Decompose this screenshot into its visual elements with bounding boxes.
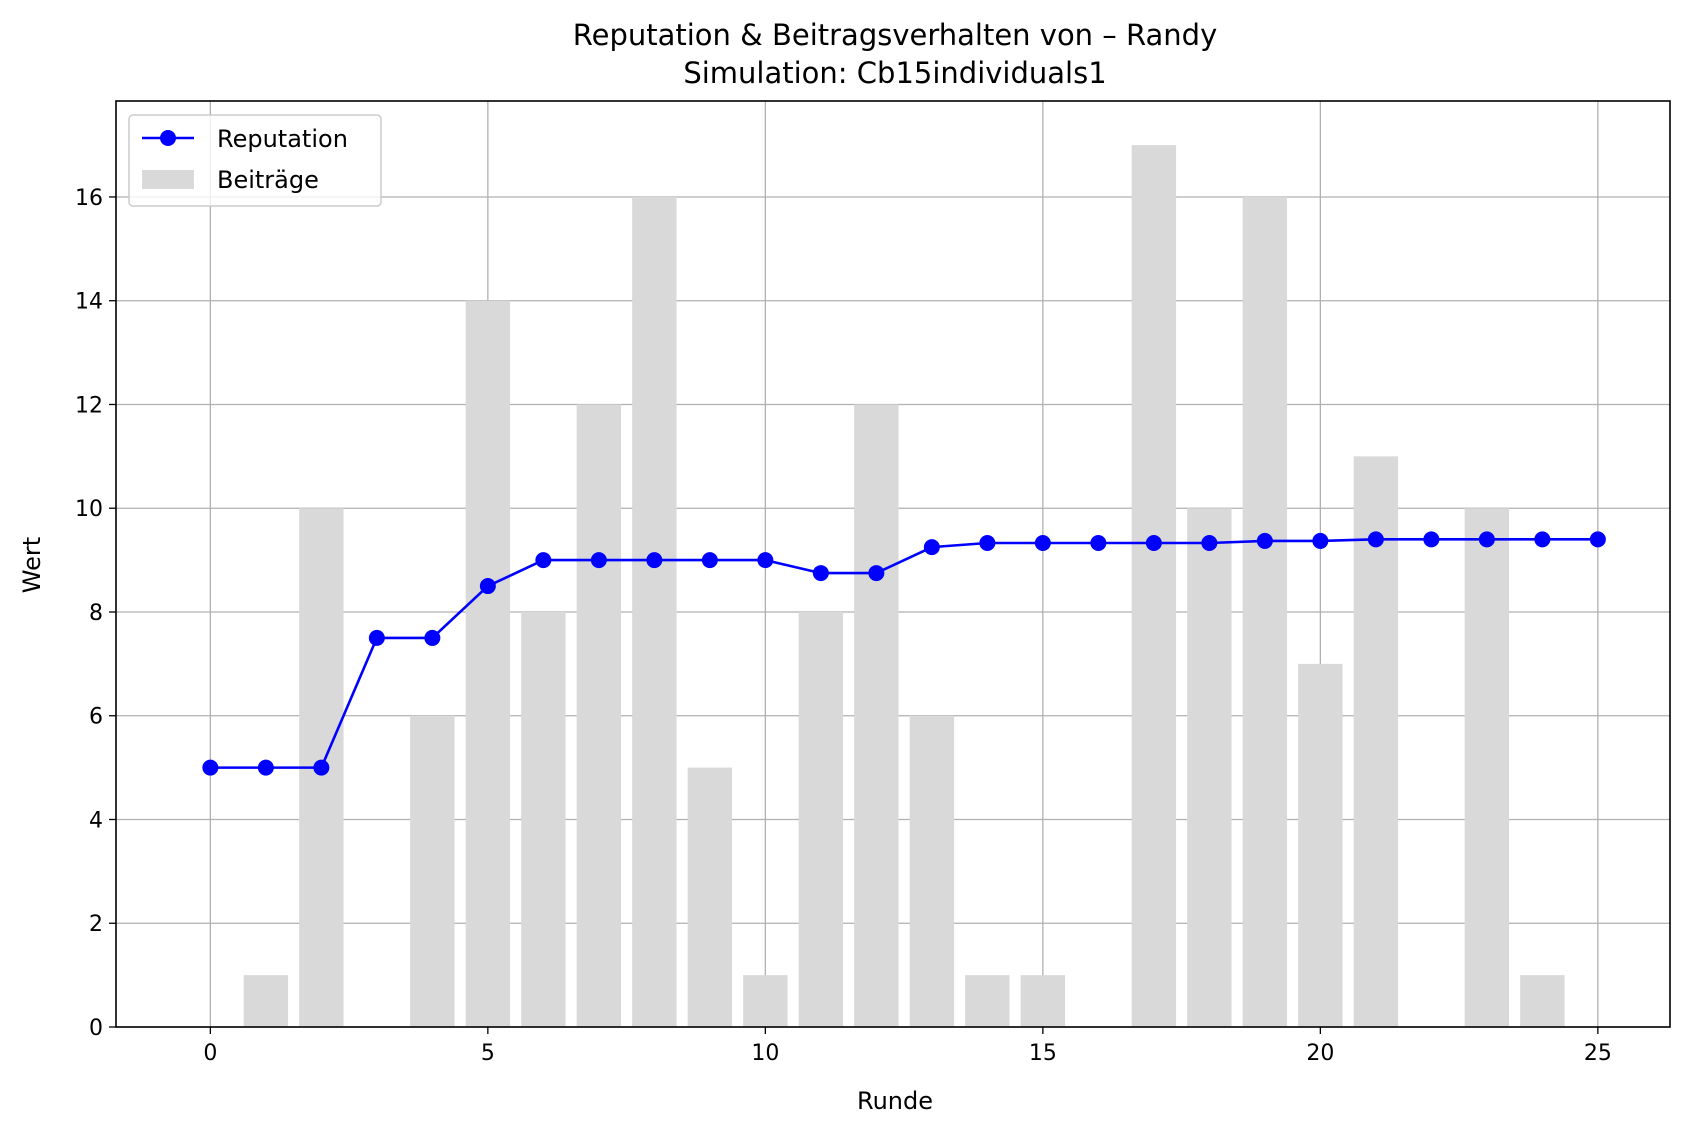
bar-beitraege xyxy=(909,715,955,1027)
reputation-point xyxy=(757,552,774,569)
line-series-reputation xyxy=(202,531,1606,776)
legend-marker-swatch xyxy=(160,130,176,146)
y-tick-label: 0 xyxy=(89,1016,103,1041)
reputation-point xyxy=(1312,532,1329,549)
bar-beitraege xyxy=(1242,196,1288,1027)
axis-ticks: 0 5 10 15 20 25 0 2 4 6 8 10 12 14 16 xyxy=(75,186,1612,1066)
y-tick-label: 16 xyxy=(75,186,103,211)
reputation-point xyxy=(1201,534,1218,551)
reputation-line xyxy=(210,538,1598,769)
reputation-point xyxy=(646,552,663,569)
reputation-point xyxy=(424,629,441,646)
plot-frame xyxy=(115,100,1671,1028)
y-tick-label: 12 xyxy=(75,393,103,418)
x-tick-label: 15 xyxy=(1029,1041,1057,1066)
bar-series-beitraege xyxy=(243,145,1565,1028)
x-tick-label: 10 xyxy=(751,1041,779,1066)
reputation-point xyxy=(1090,534,1107,551)
legend: Reputation Beiträge xyxy=(128,114,382,207)
chart-title: Reputation & Beitragsverhalten von – Ran… xyxy=(573,18,1218,52)
bar-beitraege xyxy=(1353,456,1399,1028)
bar-beitraege xyxy=(965,975,1010,1027)
y-axis-label: Wert xyxy=(18,537,46,593)
y-tick-label: 14 xyxy=(75,290,103,315)
reputation-point xyxy=(1034,534,1051,551)
bar-beitraege xyxy=(632,196,677,1027)
legend-label-beitraege: Beiträge xyxy=(217,166,319,194)
bar-beitraege xyxy=(410,715,455,1027)
bar-beitraege xyxy=(1187,508,1232,1027)
y-tick-label: 2 xyxy=(89,912,103,937)
bar-beitraege xyxy=(1464,508,1510,1027)
bar-beitraege xyxy=(1020,975,1066,1027)
chart-subtitle: Simulation: Cb15individuals1 xyxy=(683,56,1106,90)
reputation-point xyxy=(590,552,607,569)
bar-beitraege xyxy=(243,975,289,1027)
bar-beitraege xyxy=(465,300,511,1028)
x-axis-label: Runde xyxy=(857,1087,933,1115)
bar-beitraege xyxy=(1131,145,1177,1028)
x-tick-label: 20 xyxy=(1306,1041,1334,1066)
reputation-point xyxy=(1423,531,1440,548)
bar-beitraege xyxy=(854,404,899,1027)
reputation-point xyxy=(979,534,996,551)
reputation-point xyxy=(1589,531,1606,548)
bar-beitraege xyxy=(798,611,844,1027)
reputation-point xyxy=(202,759,219,776)
bar-beitraege xyxy=(576,404,622,1027)
reputation-point xyxy=(923,539,940,556)
bar-beitraege xyxy=(1298,663,1343,1027)
bar-beitraege xyxy=(521,611,566,1027)
reputation-point xyxy=(535,552,552,569)
y-tick-label: 4 xyxy=(89,808,103,833)
bar-beitraege xyxy=(687,767,733,1027)
x-tick-label: 0 xyxy=(203,1041,217,1066)
reputation-point xyxy=(1367,531,1384,548)
y-tick-label: 8 xyxy=(89,601,103,626)
legend-bar-swatch xyxy=(142,170,194,189)
bar-beitraege xyxy=(1520,975,1565,1027)
reputation-point xyxy=(313,759,330,776)
x-tick-label: 5 xyxy=(481,1041,495,1066)
y-tick-label: 6 xyxy=(89,705,103,730)
reputation-point xyxy=(812,565,829,582)
reputation-point xyxy=(1534,531,1551,548)
reputation-point xyxy=(1256,532,1273,549)
y-tick-label: 10 xyxy=(75,497,103,522)
reputation-point xyxy=(479,578,496,595)
reputation-point xyxy=(701,552,718,569)
bar-beitraege xyxy=(743,975,788,1027)
x-tick-label: 25 xyxy=(1584,1041,1612,1066)
legend-label-reputation: Reputation xyxy=(217,125,348,153)
reputation-point xyxy=(257,759,274,776)
reputation-point xyxy=(368,629,385,646)
reputation-point xyxy=(1145,534,1162,551)
reputation-point xyxy=(1478,531,1495,548)
reputation-point xyxy=(868,565,885,582)
